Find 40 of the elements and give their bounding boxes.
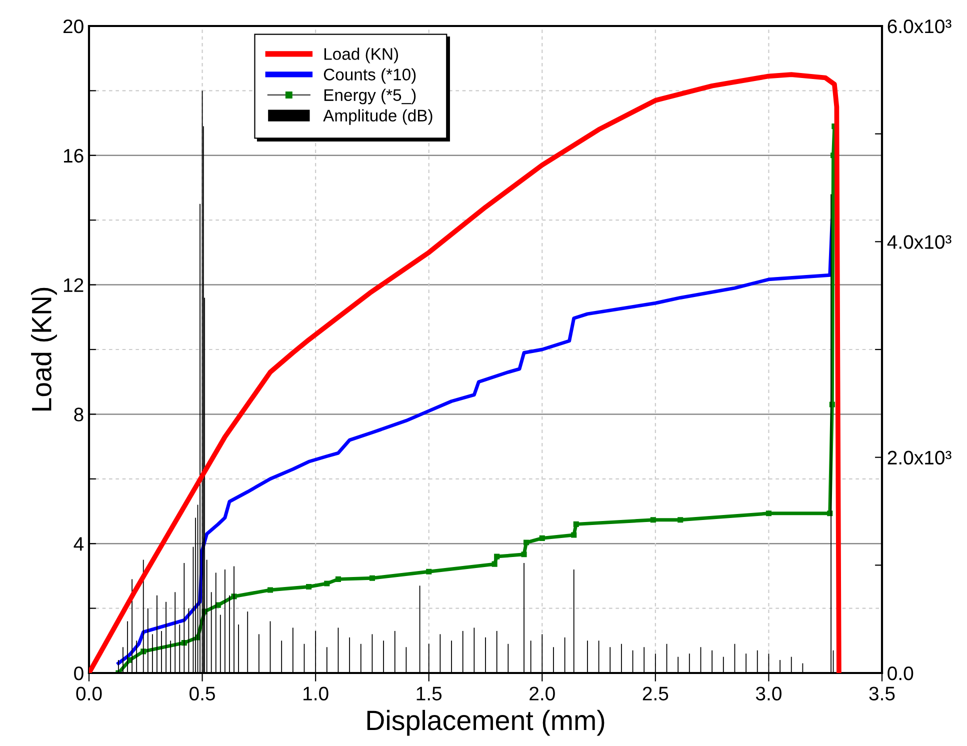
y-tick-label: 16 (64, 148, 84, 163)
point (650, 517, 656, 523)
y-tick-label: 8 (74, 408, 84, 422)
point (324, 580, 330, 586)
point (267, 587, 274, 593)
y2-tick-label: 0.0 (888, 666, 914, 680)
point (678, 517, 684, 523)
point (539, 535, 545, 541)
point (766, 510, 772, 516)
point (426, 568, 432, 574)
point (306, 584, 312, 590)
legend-label: Counts (*10) (324, 68, 416, 84)
x-tick-label: 0.5 (190, 686, 215, 700)
point (524, 540, 530, 546)
point (573, 521, 579, 527)
y2-tick-label: 2.0x10³ (888, 450, 952, 465)
x-tick-label: 3.5 (869, 686, 895, 700)
y-tick-label: 4 (74, 537, 84, 551)
point (492, 561, 498, 567)
y2-tick-label: 4.0x10³ (887, 235, 952, 249)
y-tick-label: 12 (64, 278, 84, 292)
x-tick-label: 3.0 (756, 686, 782, 700)
point (335, 576, 342, 582)
x-tick-label: 2.0 (530, 686, 555, 700)
legend-label: Energy (*5_) (324, 88, 416, 104)
y-tick-label: 20 (63, 19, 84, 34)
x-tick-label: 0.0 (76, 686, 102, 700)
point (494, 554, 500, 560)
x-tick-label: 1.0 (304, 686, 328, 700)
y-tick-label: 0 (74, 666, 84, 680)
legend-label: Amplitude (dB) (323, 109, 432, 125)
legend-label: Load (KN) (324, 48, 398, 64)
y2-tick-label: 6.0x10³ (888, 19, 952, 34)
point (571, 532, 577, 538)
x-tick-label: 1.5 (416, 686, 442, 700)
point (369, 575, 375, 581)
x-axis-title: Displacement (mm) (367, 710, 604, 736)
x-tick-label: 2.5 (642, 686, 668, 700)
point (521, 552, 527, 558)
y-axis-title: Load (KN) (31, 288, 57, 411)
